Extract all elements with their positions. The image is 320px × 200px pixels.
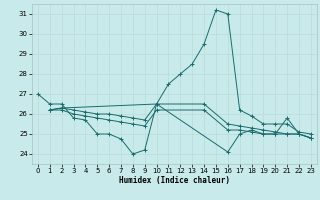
X-axis label: Humidex (Indice chaleur): Humidex (Indice chaleur) bbox=[119, 176, 230, 185]
